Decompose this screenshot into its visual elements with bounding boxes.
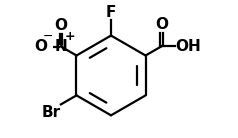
Text: +: + xyxy=(64,30,75,43)
Text: O: O xyxy=(55,18,67,33)
Text: Br: Br xyxy=(41,105,60,120)
Text: N: N xyxy=(55,39,67,54)
Text: O: O xyxy=(155,17,168,32)
Text: −: − xyxy=(42,30,53,43)
Text: OH: OH xyxy=(175,39,201,54)
Text: O: O xyxy=(35,39,48,54)
Text: F: F xyxy=(106,5,116,20)
